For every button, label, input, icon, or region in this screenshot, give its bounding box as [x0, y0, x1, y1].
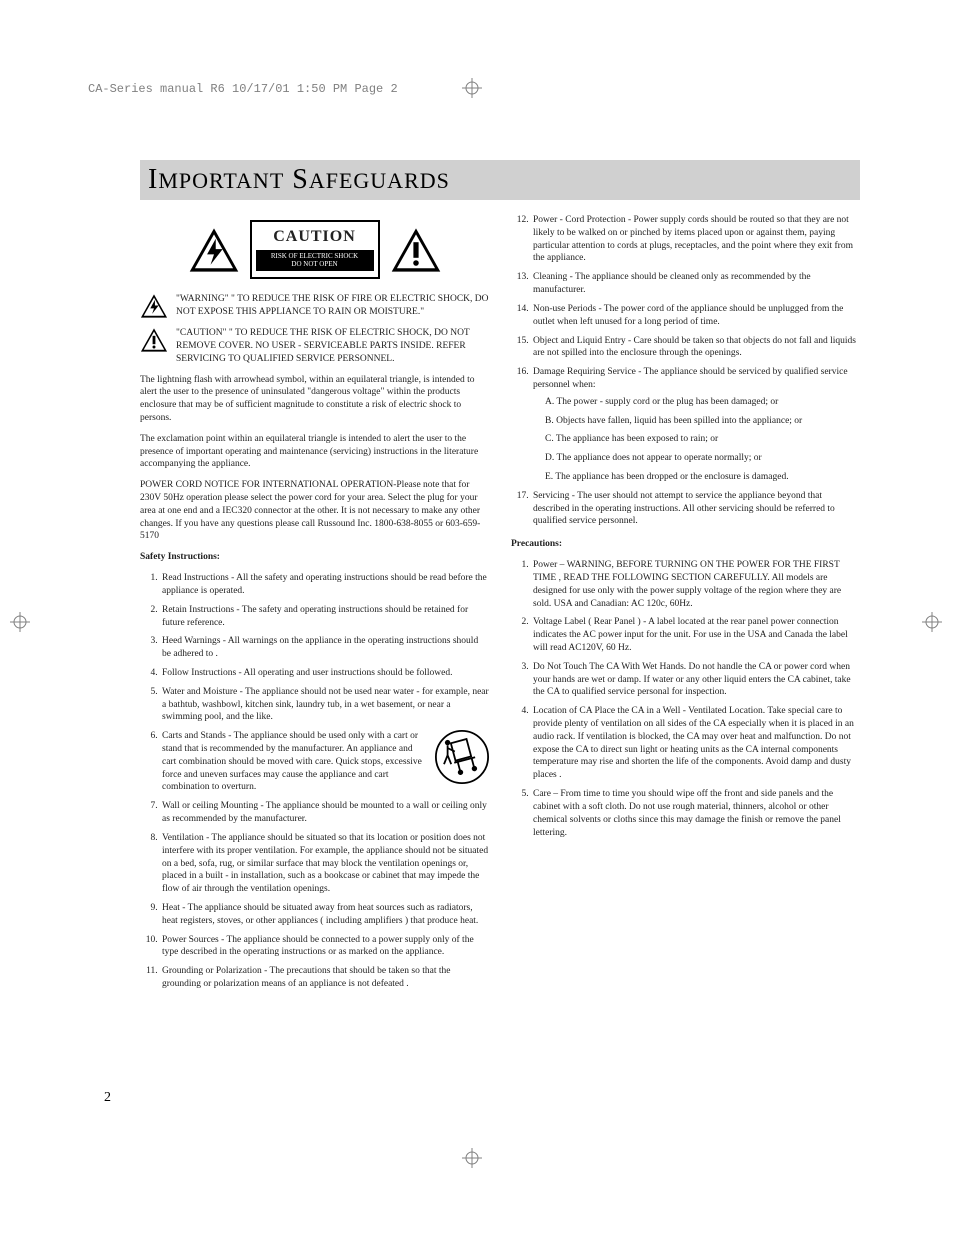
damage-sub-item: B. Objects have fallen, liquid has been … [543, 415, 860, 428]
caution-box: CAUTION RISK OF ELECTRIC SHOCK DO NOT OP… [250, 220, 380, 279]
exclamation-triangle-icon [140, 327, 168, 353]
page-title: IMPORTANT SAFEGUARDS [140, 160, 860, 200]
damage-sub-item: A. The power - supply cord or the plug h… [543, 396, 860, 409]
safety-item: Ventilation - The appliance should be si… [160, 832, 489, 896]
exclamation-explanation: The exclamation point within an equilate… [140, 433, 489, 471]
damage-sub-item: D. The appliance does not appear to oper… [543, 452, 860, 465]
exclamation-triangle-icon [390, 226, 442, 274]
damage-sub-item: E. The appliance has been dropped or the… [543, 471, 860, 484]
registration-mark-icon [462, 1148, 482, 1168]
safety-item: Retain Instructions - The safety and ope… [160, 604, 489, 630]
precaution-item: Do Not Touch The CA With Wet Hands. Do n… [531, 661, 860, 699]
safety-item: Grounding or Polarization - The precauti… [160, 965, 489, 991]
lightning-explanation: The lightning flash with arrowhead symbo… [140, 374, 489, 425]
damage-sub-item: C. The appliance has been exposed to rai… [543, 433, 860, 446]
powercord-notice: POWER CORD NOTICE FOR INTERNATIONAL OPER… [140, 479, 489, 543]
caution-bar: RISK OF ELECTRIC SHOCK DO NOT OPEN [256, 250, 374, 272]
precautions-list: Power – WARNING, BEFORE TURNING ON THE P… [511, 559, 860, 839]
safety-item: Carts and Stands - The appliance should … [160, 730, 489, 794]
safety-list-continued: Power - Cord Protection - Power supply c… [511, 214, 860, 528]
precautions-heading: Precautions: [511, 538, 860, 551]
safety-item: Water and Moisture - The appliance shoul… [160, 686, 489, 724]
caution-row: "CAUTION" " TO REDUCE THE RISK OF ELECTR… [140, 327, 489, 365]
safety-item: Damage Requiring Service - The appliance… [531, 366, 860, 484]
registration-mark-icon [462, 78, 482, 98]
safety-list: Read Instructions - All the safety and o… [140, 572, 489, 991]
page-content: IMPORTANT SAFEGUARDS CAUTION RISK OF ELE… [140, 160, 860, 997]
cart-tipping-icon [435, 730, 489, 784]
safety-item: Read Instructions - All the safety and o… [160, 572, 489, 598]
precaution-item: Location of CA Place the CA in a Well - … [531, 705, 860, 782]
safety-item: Power - Cord Protection - Power supply c… [531, 214, 860, 265]
safety-heading: Safety Instructions: [140, 551, 489, 564]
safety-item: Follow Instructions - All operating and … [160, 667, 489, 680]
safety-item: Heat - The appliance should be situated … [160, 902, 489, 928]
warning-text: "WARNING" " TO REDUCE THE RISK OF FIRE O… [176, 293, 489, 319]
column-right: Power - Cord Protection - Power supply c… [511, 214, 860, 997]
warning-row: "WARNING" " TO REDUCE THE RISK OF FIRE O… [140, 293, 489, 319]
safety-item: Power Sources - The appliance should be … [160, 934, 489, 960]
safety-item: Servicing - The user should not attempt … [531, 490, 860, 528]
safety-item: Object and Liquid Entry - Care should be… [531, 335, 860, 361]
precaution-item: Voltage Label ( Rear Panel ) - A label l… [531, 616, 860, 654]
safety-item: Cleaning - The appliance should be clean… [531, 271, 860, 297]
lightning-triangle-icon [188, 226, 240, 274]
precaution-item: Care – From time to time you should wipe… [531, 788, 860, 839]
damage-sublist: A. The power - supply cord or the plug h… [533, 396, 860, 484]
caution-text: "CAUTION" " TO REDUCE THE RISK OF ELECTR… [176, 327, 489, 365]
safety-item: Non-use Periods - The power cord of the … [531, 303, 860, 329]
caution-symbol-row: CAUTION RISK OF ELECTRIC SHOCK DO NOT OP… [140, 220, 489, 279]
safety-item: Heed Warnings - All warnings on the appl… [160, 635, 489, 661]
precaution-item: Power – WARNING, BEFORE TURNING ON THE P… [531, 559, 860, 610]
registration-mark-icon [10, 612, 30, 632]
page-number: 2 [104, 1090, 111, 1106]
column-left: CAUTION RISK OF ELECTRIC SHOCK DO NOT OP… [140, 214, 489, 997]
caution-heading: CAUTION [256, 226, 374, 248]
registration-mark-icon [922, 612, 942, 632]
safety-item: Wall or ceiling Mounting - The appliance… [160, 800, 489, 826]
lightning-triangle-icon [140, 293, 168, 319]
print-meta-header: CA-Series manual R6 10/17/01 1:50 PM Pag… [88, 82, 398, 96]
